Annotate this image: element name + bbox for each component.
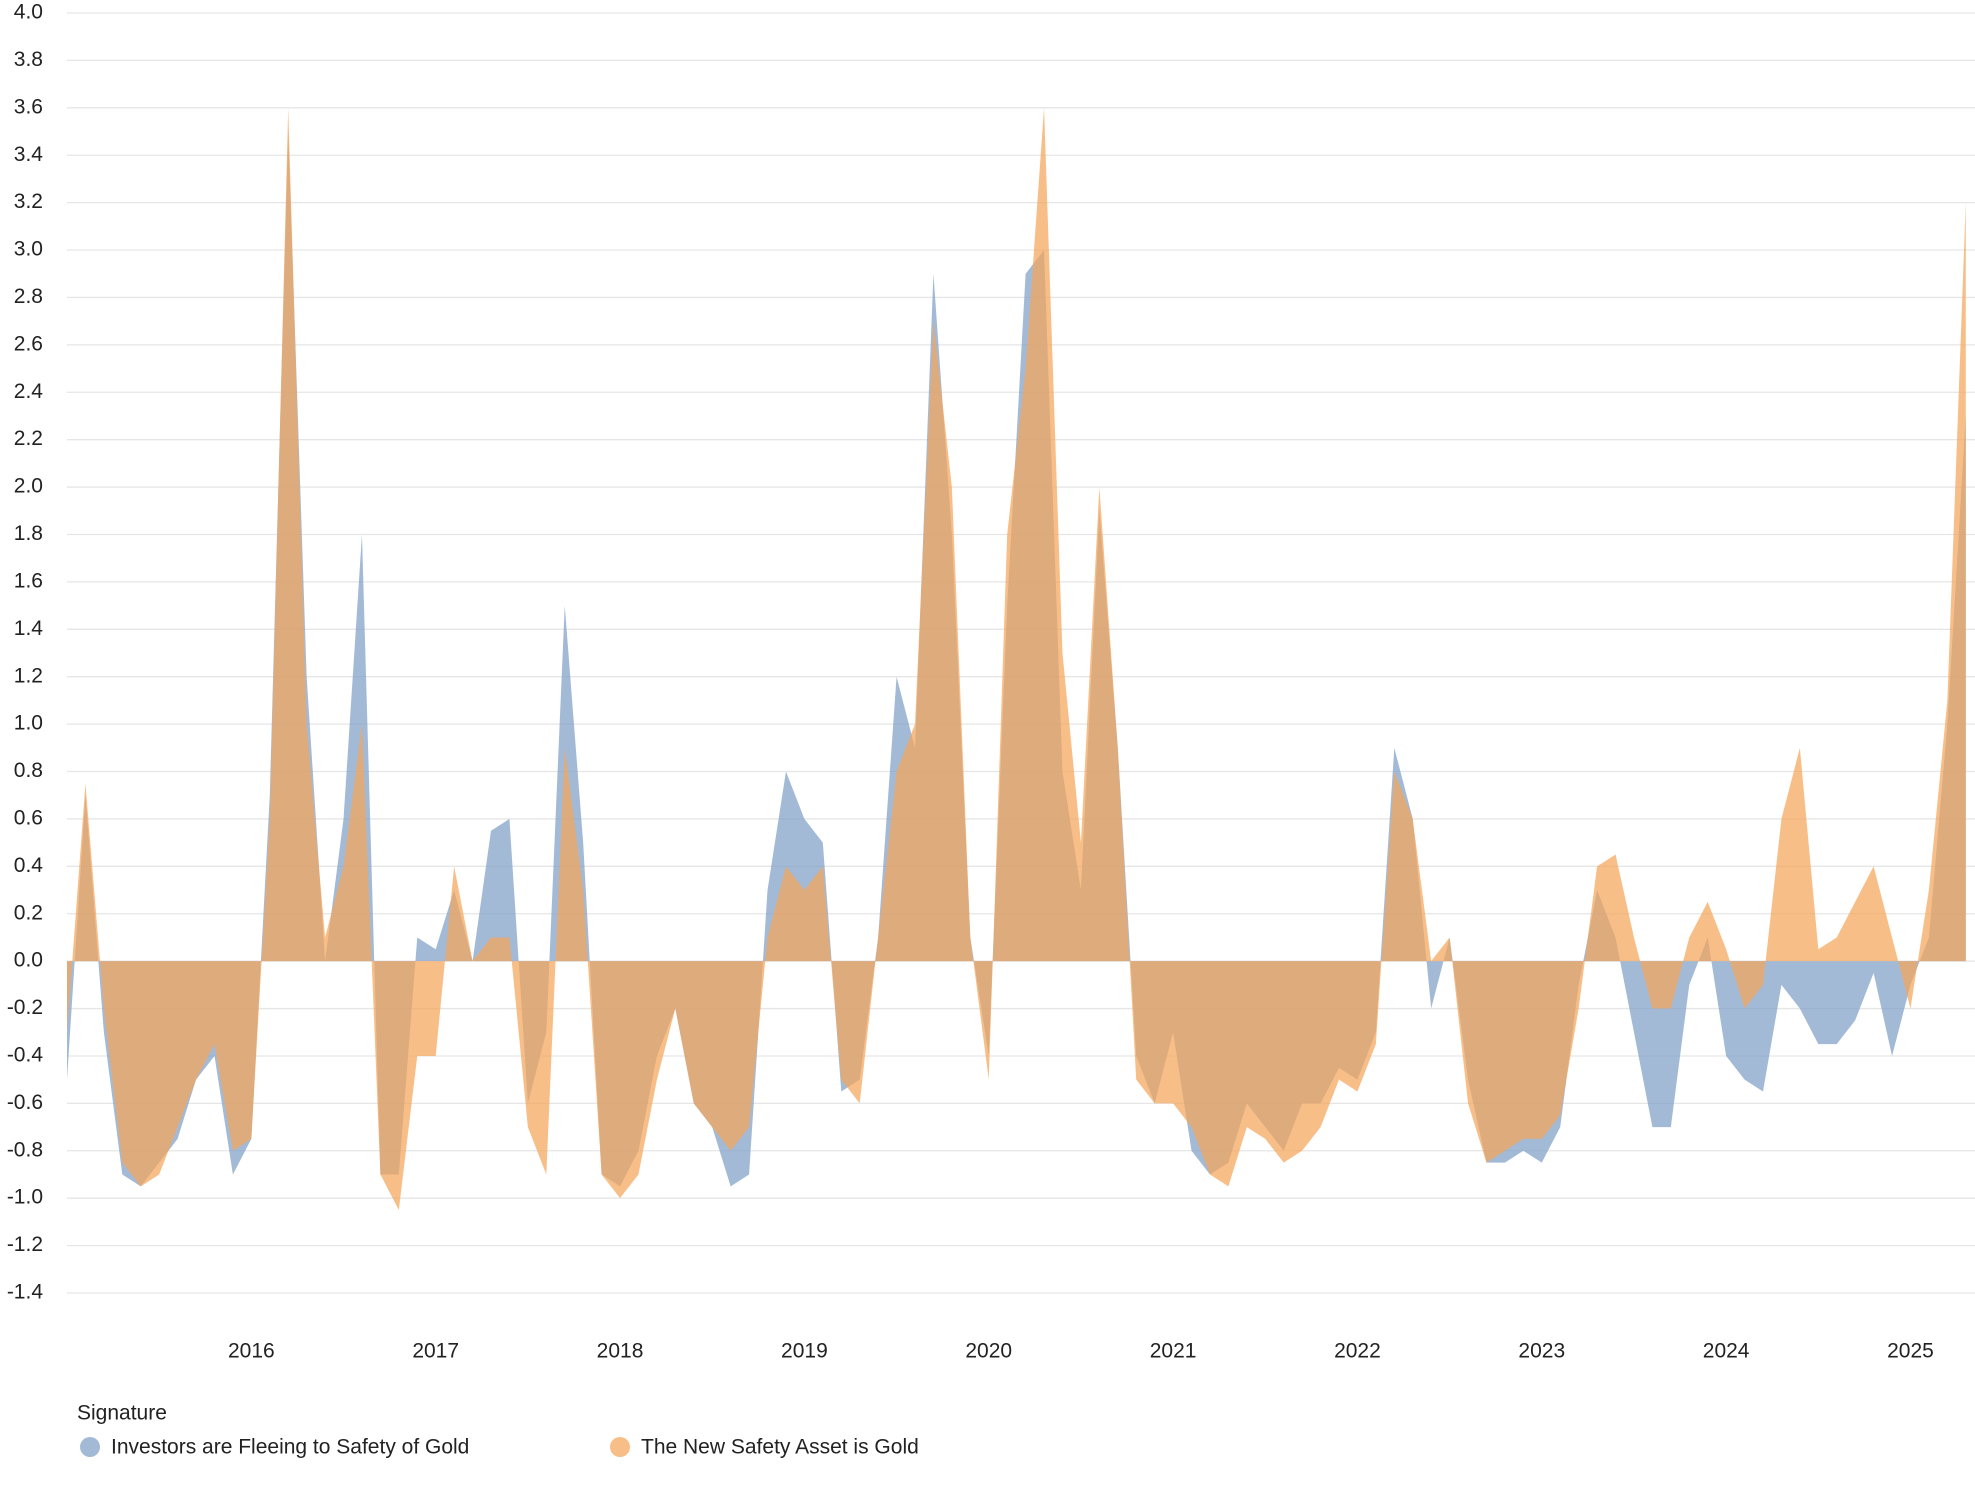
- y-tick-label: 2.4: [14, 380, 44, 403]
- y-tick-label: 0.4: [14, 854, 44, 877]
- y-tick-label: 3.2: [14, 190, 43, 213]
- y-tick-label: 4.0: [14, 1, 43, 24]
- x-tick-label: 2020: [965, 1340, 1012, 1363]
- y-tick-label: -0.2: [7, 996, 43, 1019]
- y-tick-label: 3.4: [14, 143, 44, 166]
- x-tick-label: 2021: [1150, 1340, 1197, 1363]
- y-tick-label: 3.8: [14, 48, 43, 71]
- y-tick-label: -0.8: [7, 1138, 43, 1161]
- y-tick-label: 2.2: [14, 427, 43, 450]
- y-tick-label: 0.8: [14, 759, 43, 782]
- y-tick-label: 2.0: [14, 475, 43, 498]
- y-tick-label: -1.2: [7, 1233, 43, 1256]
- x-tick-label: 2018: [597, 1340, 644, 1363]
- x-tick-label: 2025: [1887, 1340, 1934, 1363]
- y-tick-label: 1.4: [14, 617, 44, 640]
- y-tick-label: 0.6: [14, 806, 43, 829]
- y-tick-label: -0.6: [7, 1091, 43, 1114]
- legend-label: The New Safety Asset is Gold: [641, 1436, 919, 1459]
- y-tick-label: 2.6: [14, 332, 43, 355]
- legend-swatch: [80, 1437, 100, 1457]
- y-tick-label: 1.2: [14, 664, 43, 687]
- x-tick-label: 2016: [228, 1340, 275, 1363]
- y-tick-label: 0.0: [14, 949, 43, 972]
- y-tick-label: -1.4: [7, 1281, 44, 1304]
- y-tick-label: 0.2: [14, 901, 43, 924]
- legend-title: Signature: [77, 1402, 167, 1425]
- y-tick-label: 3.6: [14, 95, 43, 118]
- y-tick-label: 3.0: [14, 238, 43, 261]
- x-tick-label: 2017: [412, 1340, 459, 1363]
- y-tick-label: 1.8: [14, 522, 43, 545]
- x-tick-label: 2019: [781, 1340, 828, 1363]
- legend-swatch: [610, 1437, 630, 1457]
- area: [67, 107, 1966, 1211]
- x-tick-label: 2024: [1703, 1340, 1750, 1363]
- y-tick-label: -0.4: [7, 1044, 44, 1067]
- y-tick-label: 1.0: [14, 712, 43, 735]
- legend-label: Investors are Fleeing to Safety of Gold: [111, 1436, 469, 1459]
- y-tick-label: 2.8: [14, 285, 43, 308]
- x-tick-label: 2022: [1334, 1340, 1381, 1363]
- y-tick-label: 1.6: [14, 569, 43, 592]
- x-tick-label: 2023: [1518, 1340, 1565, 1363]
- y-tick-label: -1.0: [7, 1186, 43, 1209]
